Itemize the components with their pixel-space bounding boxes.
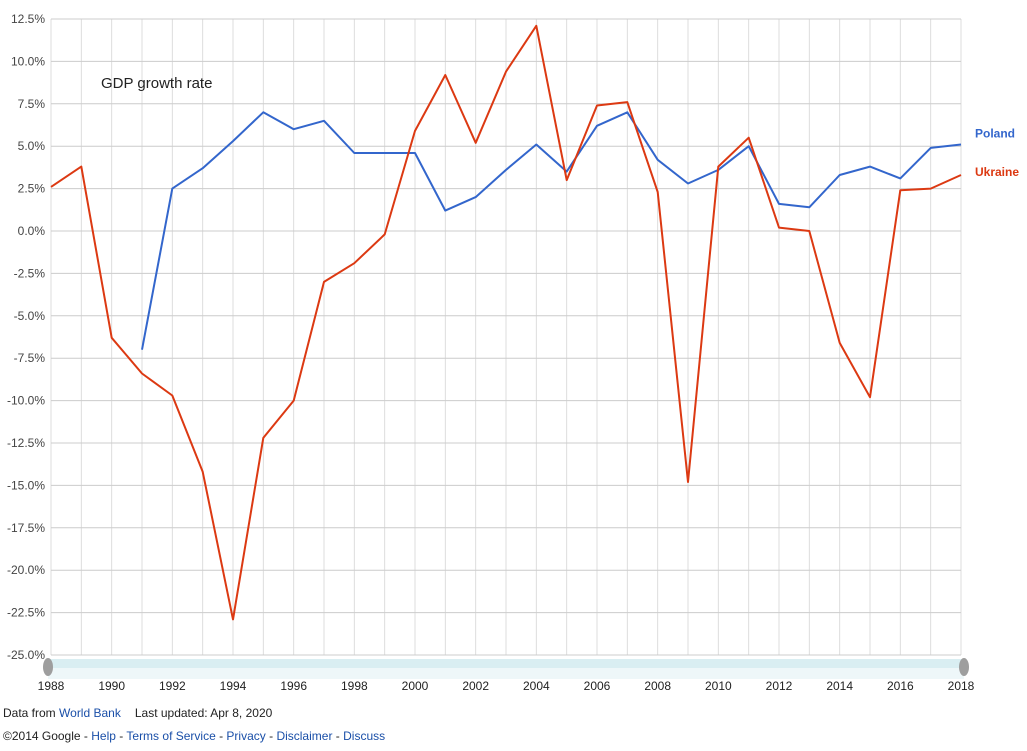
y-tick-label: -25.0%	[7, 648, 45, 662]
series-label-ukraine[interactable]: Ukraine	[975, 165, 1019, 179]
last-updated-text: Last updated: Apr 8, 2020	[134, 706, 273, 720]
world-bank-link[interactable]: World Bank	[59, 706, 121, 720]
y-tick-label: 2.5%	[18, 182, 46, 196]
y-tick-label: -10.0%	[7, 394, 45, 408]
gdp-growth-chart: 12.5% 10.0% 7.5% 5.0% 2.5% 0.0% -2.5% -5.0% -7.5…	[7, 12, 1019, 693]
y-tick-label: -20.0%	[7, 563, 45, 577]
x-axis-ticks: 1988 1990 1992 1994 1996 1998 2000 2002 2004 2006…	[38, 679, 975, 693]
y-tick-label: -15.0%	[7, 478, 45, 492]
disclaimer-link[interactable]: Disclaimer	[276, 729, 333, 743]
y-tick-label: -5.0%	[14, 309, 46, 323]
y-tick-label: 0.0%	[18, 224, 46, 238]
x-tick-label: 2010	[705, 679, 732, 693]
x-tick-label: 2018	[948, 679, 975, 693]
x-tick-label: 2008	[644, 679, 671, 693]
chart-grid	[50, 18, 962, 656]
help-link[interactable]: Help	[91, 729, 116, 743]
y-tick-label: -2.5%	[14, 266, 46, 280]
series-label-poland[interactable]: Poland	[975, 127, 1015, 141]
privacy-link[interactable]: Privacy	[226, 729, 266, 743]
y-tick-label: -17.5%	[7, 521, 45, 535]
x-tick-label: 2000	[402, 679, 429, 693]
y-axis-ticks: 12.5% 10.0% 7.5% 5.0% 2.5% 0.0% -2.5% -5.0% -7.5…	[7, 12, 45, 662]
x-tick-label: 1994	[220, 679, 247, 693]
y-tick-label: 7.5%	[18, 97, 46, 111]
x-tick-label: 1996	[280, 679, 307, 693]
y-tick-label: -12.5%	[7, 436, 45, 450]
slider-left-handle[interactable]	[43, 658, 53, 676]
y-tick-label: 5.0%	[18, 139, 46, 153]
y-tick-label: 10.0%	[11, 54, 45, 68]
series-labels: Poland Ukraine	[975, 127, 1019, 180]
x-tick-label: 1990	[98, 679, 125, 693]
footer-links-line: ©2014 Google - Help - Terms of Service -…	[3, 729, 386, 743]
chart-annotation: GDP growth rate	[101, 75, 212, 92]
y-tick-label: -7.5%	[14, 351, 46, 365]
x-tick-label: 1992	[159, 679, 186, 693]
series-lines	[50, 24, 962, 621]
x-tick-label: 1988	[38, 679, 65, 693]
discuss-link[interactable]: Discuss	[343, 729, 386, 743]
time-range-slider[interactable]	[43, 658, 969, 679]
data-from-text: Data from	[3, 706, 56, 720]
x-tick-label: 2002	[462, 679, 489, 693]
x-tick-label: 2014	[826, 679, 853, 693]
terms-of-service-link[interactable]: Terms of Service	[126, 729, 216, 743]
copyright-text: ©2014 Google	[3, 729, 81, 743]
x-tick-label: 2004	[523, 679, 550, 693]
x-tick-label: 1998	[341, 679, 368, 693]
y-tick-label: 12.5%	[11, 12, 45, 26]
footer-source-line: Data from World Bank Last updated: Apr 8,…	[3, 706, 272, 720]
slider-right-handle[interactable]	[959, 658, 969, 676]
series-line-ukraine[interactable]	[50, 24, 962, 621]
slider-band	[48, 659, 964, 668]
x-tick-label: 2012	[766, 679, 793, 693]
x-tick-label: 2006	[584, 679, 611, 693]
series-line-poland[interactable]	[141, 111, 962, 350]
y-tick-label: -22.5%	[7, 606, 45, 620]
x-tick-label: 2016	[887, 679, 914, 693]
